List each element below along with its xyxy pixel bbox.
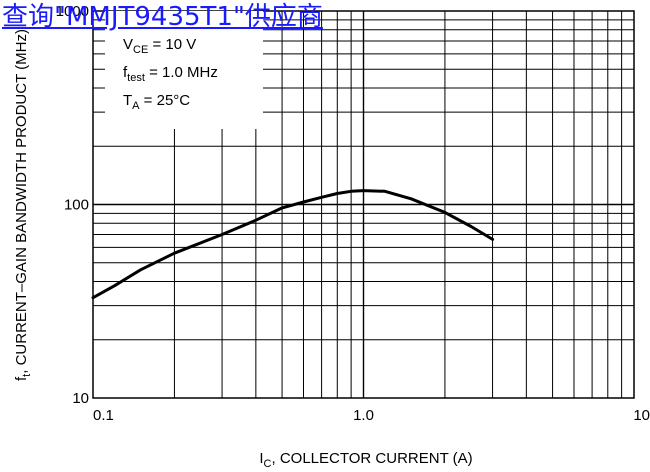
x-tick-label: 10: [633, 407, 650, 424]
x-axis-label: IC, COLLECTOR CURRENT (A): [259, 450, 472, 470]
series: [91, 189, 495, 300]
condition-subscript: test: [127, 72, 145, 84]
x-axis-label-sub: C: [264, 458, 272, 470]
y-axis-label-sub: t: [21, 374, 33, 377]
conditions-box: VCE = 10 V ftest = 1.0 MHz TA = 25°C: [105, 11, 263, 129]
x-tick-label: 1.0: [353, 407, 374, 424]
condition-3: TA = 25°C: [123, 92, 190, 112]
condition-1: VCE = 10 V: [123, 36, 196, 56]
condition-symbol: T: [123, 92, 132, 109]
conditions-background: [105, 11, 263, 129]
tick-labels: 0.1 1.0 10 10 100 1000: [56, 3, 650, 424]
condition-2: ftest = 1.0 MHz: [123, 64, 218, 84]
condition-subscript: A: [132, 100, 140, 112]
x-axis-label-rest: , COLLECTOR CURRENT (A): [271, 450, 472, 467]
supplier-query-link[interactable]: 查询"MMJT9435T1"供应商: [2, 2, 323, 32]
y-axis-label-rest: , CURRENT–GAIN BANDWIDTH PRODUCT (MHz): [13, 29, 30, 374]
condition-symbol: V: [123, 36, 133, 53]
series-line-0: [91, 189, 495, 300]
condition-value: = 10 V: [148, 36, 196, 53]
y-axis-label-main: f: [13, 376, 30, 381]
plot-frame: [92, 10, 635, 399]
y-tick-label: 1000: [56, 3, 89, 20]
x-axis-label-main: I: [259, 450, 263, 467]
condition-value: = 1.0 MHz: [145, 64, 218, 81]
y-tick-label: 10: [72, 390, 89, 407]
y-axis-label: ft, CURRENT–GAIN BANDWIDTH PRODUCT (MHz): [13, 29, 33, 381]
grid: [93, 11, 634, 398]
condition-subscript: CE: [133, 44, 148, 56]
condition-symbol: f: [123, 64, 128, 81]
y-tick-label: 100: [64, 197, 89, 214]
x-tick-label: 0.1: [93, 407, 114, 424]
condition-value: = 25°C: [140, 92, 191, 109]
